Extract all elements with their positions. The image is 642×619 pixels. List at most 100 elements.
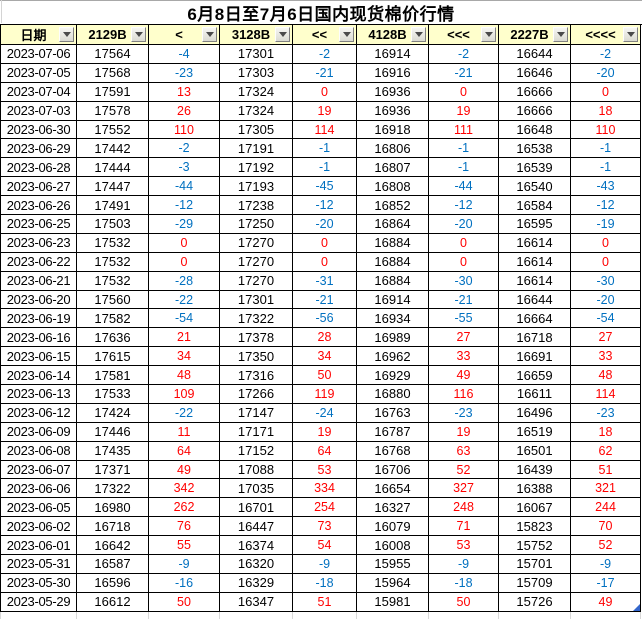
price-cell[interactable]: 16884 <box>357 252 429 272</box>
price-cell[interactable]: 17615 <box>77 347 149 367</box>
price-cell[interactable]: 15964 <box>357 573 429 593</box>
price-cell[interactable]: 16538 <box>499 139 571 159</box>
change-cell[interactable]: 48 <box>571 366 641 386</box>
change-cell[interactable]: -28 <box>149 271 220 291</box>
change-cell[interactable]: -20 <box>571 63 641 83</box>
filter-dropdown-button[interactable] <box>59 27 74 42</box>
price-cell[interactable]: 16654 <box>357 479 429 499</box>
price-cell[interactable]: 16806 <box>357 139 429 159</box>
column-header-2[interactable]: < <box>149 25 220 45</box>
price-cell[interactable]: 16880 <box>357 385 429 404</box>
change-cell[interactable]: 18 <box>571 422 641 442</box>
date-cell[interactable]: 2023-06-23 <box>1 233 77 253</box>
price-cell[interactable]: 17532 <box>77 252 149 272</box>
price-cell[interactable]: 16666 <box>499 82 571 102</box>
change-cell[interactable]: 0 <box>429 233 499 253</box>
price-cell[interactable]: 17250 <box>220 215 293 234</box>
change-cell[interactable]: 64 <box>293 441 357 461</box>
change-cell[interactable]: 262 <box>149 498 220 518</box>
change-cell[interactable]: 27 <box>571 328 641 348</box>
price-cell[interactable]: 17316 <box>220 366 293 386</box>
price-cell[interactable]: 17324 <box>220 101 293 121</box>
change-cell[interactable]: 27 <box>429 328 499 348</box>
price-cell[interactable]: 17447 <box>77 177 149 197</box>
change-cell[interactable]: 244 <box>571 498 641 518</box>
price-cell[interactable]: 16664 <box>499 309 571 329</box>
change-cell[interactable]: -12 <box>571 196 641 216</box>
price-cell[interactable]: 17322 <box>220 309 293 329</box>
date-cell[interactable]: 2023-06-08 <box>1 441 77 461</box>
date-cell[interactable]: 2023-06-14 <box>1 366 77 386</box>
change-cell[interactable]: -1 <box>293 158 357 178</box>
price-cell[interactable]: 17581 <box>77 366 149 386</box>
change-cell[interactable]: 53 <box>293 460 357 480</box>
price-cell[interactable]: 16936 <box>357 101 429 121</box>
price-cell[interactable]: 17435 <box>77 441 149 461</box>
date-cell[interactable]: 2023-06-27 <box>1 177 77 197</box>
date-cell[interactable]: 2023-06-20 <box>1 290 77 310</box>
column-header-7[interactable]: 2227B <box>499 25 571 45</box>
change-cell[interactable]: 109 <box>149 385 220 404</box>
date-cell[interactable]: 2023-06-26 <box>1 196 77 216</box>
change-cell[interactable]: -2 <box>429 45 499 64</box>
column-header-6[interactable]: <<< <box>429 25 499 45</box>
change-cell[interactable]: 50 <box>293 366 357 386</box>
change-cell[interactable]: -9 <box>293 555 357 574</box>
price-cell[interactable]: 17350 <box>220 347 293 367</box>
date-cell[interactable]: 2023-07-05 <box>1 63 77 83</box>
price-cell[interactable]: 16666 <box>499 101 571 121</box>
change-cell[interactable]: -2 <box>571 45 641 64</box>
price-cell[interactable]: 17171 <box>220 422 293 442</box>
change-cell[interactable]: -22 <box>149 403 220 423</box>
date-cell[interactable]: 2023-07-03 <box>1 101 77 121</box>
change-cell[interactable]: 254 <box>293 498 357 518</box>
change-cell[interactable]: -1 <box>571 139 641 159</box>
date-cell[interactable]: 2023-07-06 <box>1 45 77 64</box>
price-cell[interactable]: 16519 <box>499 422 571 442</box>
price-cell[interactable]: 16496 <box>499 403 571 423</box>
price-cell[interactable]: 16540 <box>499 177 571 197</box>
price-cell[interactable]: 17446 <box>77 422 149 442</box>
date-cell[interactable]: 2023-05-29 <box>1 592 77 612</box>
change-cell[interactable]: 114 <box>571 385 641 404</box>
change-cell[interactable]: 63 <box>429 441 499 461</box>
date-cell[interactable]: 2023-05-30 <box>1 573 77 593</box>
price-cell[interactable]: 17532 <box>77 271 149 291</box>
price-cell[interactable]: 17152 <box>220 441 293 461</box>
change-cell[interactable]: 248 <box>429 498 499 518</box>
change-cell[interactable]: -20 <box>429 215 499 234</box>
price-cell[interactable]: 16989 <box>357 328 429 348</box>
price-cell[interactable]: 16936 <box>357 82 429 102</box>
change-cell[interactable]: 111 <box>429 120 499 140</box>
filter-dropdown-button[interactable] <box>339 27 354 42</box>
change-cell[interactable]: -56 <box>293 309 357 329</box>
change-cell[interactable]: 34 <box>149 347 220 367</box>
price-cell[interactable]: 16614 <box>499 271 571 291</box>
change-cell[interactable]: -12 <box>149 196 220 216</box>
change-cell[interactable]: -12 <box>429 196 499 216</box>
price-cell[interactable]: 16864 <box>357 215 429 234</box>
price-cell[interactable]: 16388 <box>499 479 571 499</box>
change-cell[interactable]: 21 <box>149 328 220 348</box>
change-cell[interactable]: 119 <box>293 385 357 404</box>
change-cell[interactable]: 18 <box>571 101 641 121</box>
change-cell[interactable]: -21 <box>429 63 499 83</box>
price-cell[interactable]: 15726 <box>499 592 571 612</box>
date-cell[interactable]: 2023-06-02 <box>1 517 77 537</box>
price-cell[interactable]: 17301 <box>220 290 293 310</box>
price-cell[interactable]: 17560 <box>77 290 149 310</box>
price-cell[interactable]: 15752 <box>499 536 571 556</box>
change-cell[interactable]: -1 <box>293 139 357 159</box>
price-cell[interactable]: 16595 <box>499 215 571 234</box>
change-cell[interactable]: 13 <box>149 82 220 102</box>
price-cell[interactable]: 17442 <box>77 139 149 159</box>
change-cell[interactable]: 73 <box>293 517 357 537</box>
change-cell[interactable]: -21 <box>293 290 357 310</box>
date-cell[interactable]: 2023-06-25 <box>1 215 77 234</box>
change-cell[interactable]: 19 <box>293 422 357 442</box>
filter-dropdown-button[interactable] <box>553 27 568 42</box>
price-cell[interactable]: 16079 <box>357 517 429 537</box>
change-cell[interactable]: -1 <box>429 139 499 159</box>
change-cell[interactable]: 0 <box>571 82 641 102</box>
price-cell[interactable]: 16347 <box>220 592 293 612</box>
